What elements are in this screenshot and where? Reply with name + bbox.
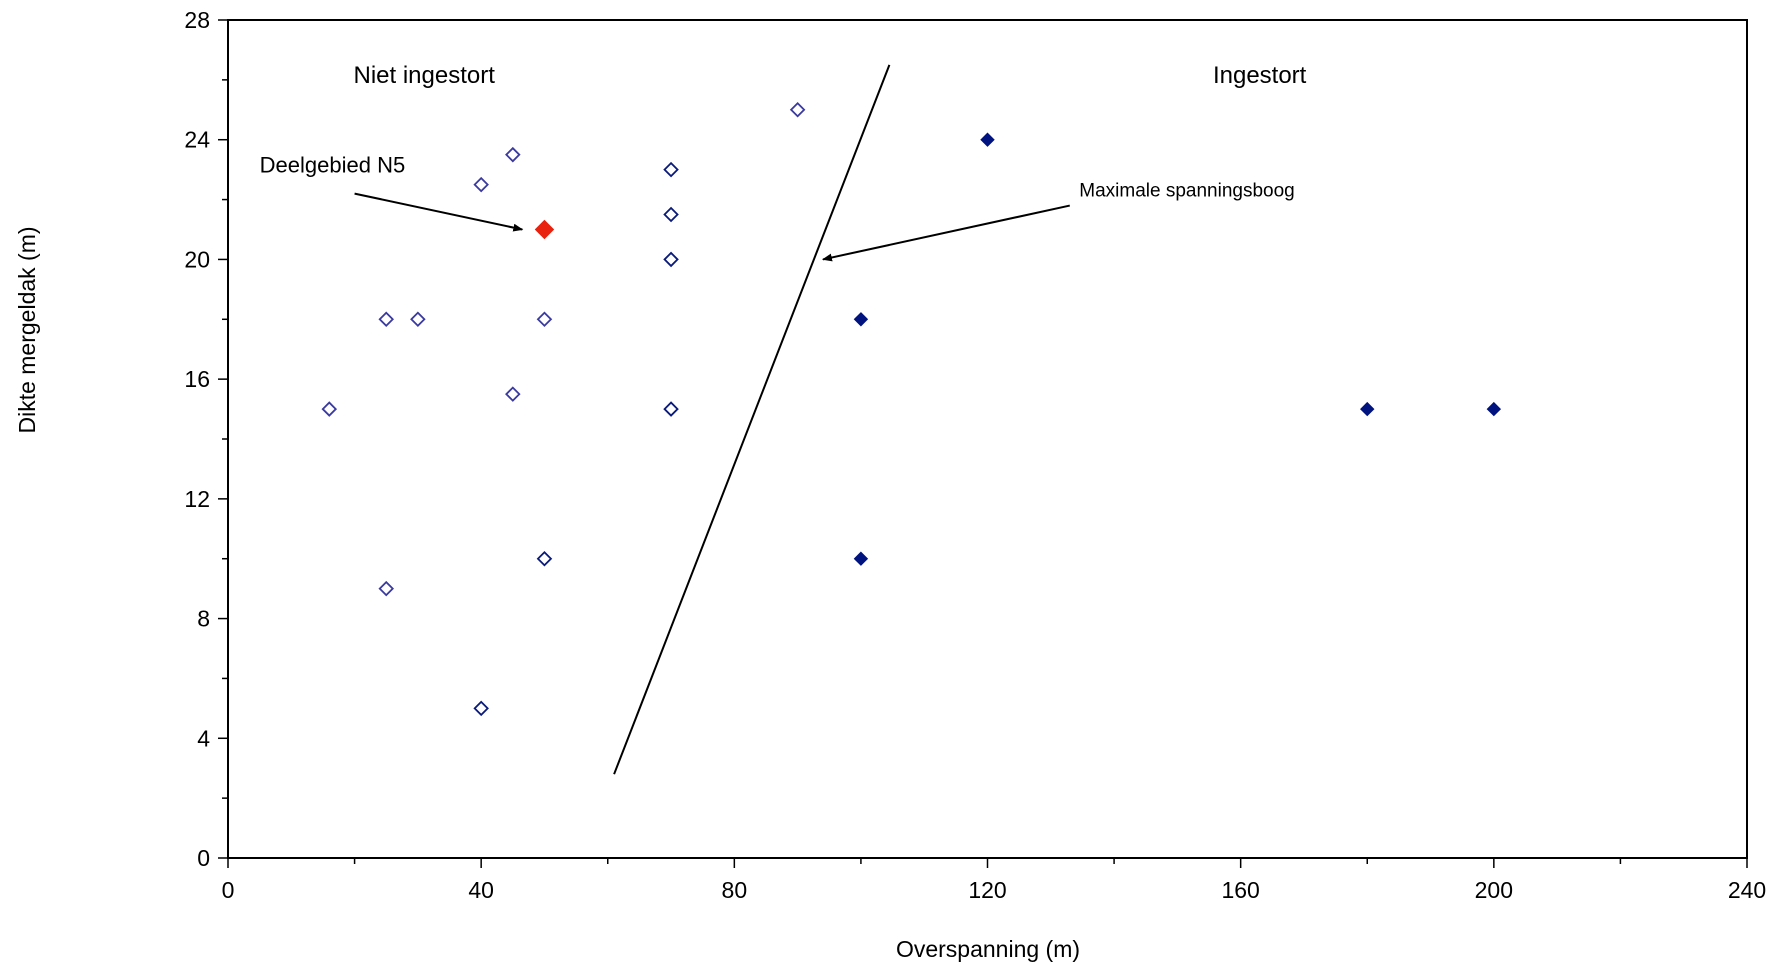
region-label: Niet ingestort <box>354 62 496 89</box>
data-point-open <box>536 311 553 328</box>
data-point-filled <box>853 312 869 327</box>
data-point-open <box>663 401 679 417</box>
x-axis-title: Overspanning (m) <box>896 936 1080 962</box>
annotation-label: Maximale spanningsboog <box>1079 181 1294 202</box>
data-point-filled <box>980 132 995 147</box>
y-axis: 0 4 8 12 16 20 24 28 <box>184 7 228 871</box>
boundary-line <box>613 64 891 775</box>
data-point-open <box>378 580 395 597</box>
y-tick-label: 0 <box>197 845 210 871</box>
annotation-label: Deelgebied N5 <box>260 153 406 178</box>
x-tick-label: 120 <box>968 877 1006 903</box>
x-tick-label: 80 <box>722 877 748 903</box>
data-point-open <box>663 206 679 223</box>
data-point-open <box>473 700 489 717</box>
region-label: Ingestort <box>1213 62 1307 89</box>
data-point-filled <box>853 551 869 566</box>
y-tick-label: 4 <box>197 725 210 751</box>
x-axis: 0 40 80 120 160 200 240 <box>222 858 1766 903</box>
data-point-filled <box>1360 401 1375 417</box>
chart-labels: Niet ingestort Ingestort <box>354 62 1307 89</box>
data-point-open <box>378 311 395 328</box>
annotation-arrow <box>354 192 524 232</box>
annotation-arrow <box>821 204 1070 262</box>
data-point-open <box>321 401 338 417</box>
data-point-open <box>505 146 521 163</box>
x-tick-label: 240 <box>1728 877 1766 903</box>
data-point-open <box>789 102 806 118</box>
data-point-open <box>663 161 679 178</box>
data-points <box>321 102 1502 717</box>
y-axis-title: Dikte mergeldak (m) <box>14 226 40 433</box>
data-point-open <box>473 176 489 193</box>
y-tick-label: 28 <box>184 7 210 33</box>
annotations: Deelgebied N5 Maximale spanningsboog <box>260 153 1295 262</box>
data-point-open <box>663 251 679 268</box>
data-point-open <box>505 386 521 402</box>
data-point-open <box>410 311 426 328</box>
data-point-filled <box>534 219 555 240</box>
x-tick-label: 40 <box>468 877 494 903</box>
x-tick-label: 200 <box>1475 877 1513 903</box>
y-tick-label: 20 <box>184 246 210 272</box>
y-tick-label: 16 <box>184 366 210 392</box>
data-point-filled <box>1486 401 1502 417</box>
y-tick-label: 24 <box>184 127 210 153</box>
x-tick-label: 160 <box>1221 877 1259 903</box>
boundary-layer <box>613 64 891 775</box>
y-tick-label: 8 <box>197 606 210 632</box>
data-point-open <box>536 550 553 567</box>
x-tick-label: 0 <box>222 877 235 903</box>
y-tick-label: 12 <box>184 486 210 512</box>
plot-area <box>227 19 1748 859</box>
